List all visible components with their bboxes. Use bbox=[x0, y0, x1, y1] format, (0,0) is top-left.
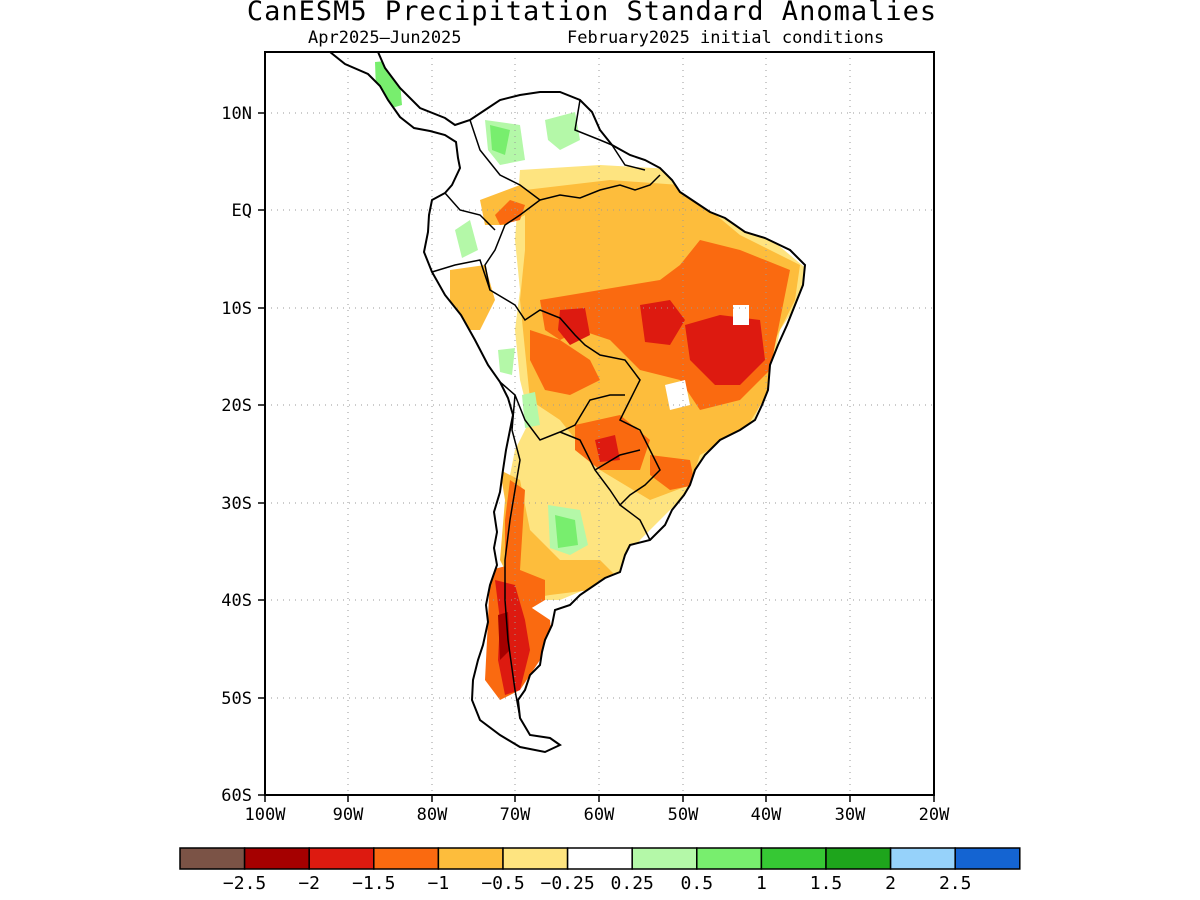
anomaly-field bbox=[330, 52, 805, 752]
lat-label: 10N bbox=[221, 104, 252, 124]
lon-label: 100W bbox=[245, 805, 287, 825]
colorbar-label: −0.5 bbox=[481, 873, 524, 894]
colorbar-box bbox=[631, 847, 698, 870]
lon-label: 90W bbox=[333, 805, 364, 825]
initial-conditions: February2025 initial conditions bbox=[567, 28, 885, 48]
colorbar-box bbox=[308, 847, 375, 870]
lon-label: 80W bbox=[417, 805, 448, 825]
colorbar-label: 1 bbox=[756, 873, 767, 894]
lon-label: 40W bbox=[751, 805, 782, 825]
colorbar-box bbox=[889, 847, 956, 870]
lon-label: 50W bbox=[668, 805, 699, 825]
colorbar bbox=[179, 847, 1021, 870]
lat-label: 40S bbox=[221, 591, 252, 611]
colorbar-box bbox=[502, 847, 569, 870]
colorbar-labels: −2.5 −2 −1.5 −1 −0.5 −0.25 0.25 0.5 1 1.5 2 2.5 bbox=[223, 873, 972, 894]
map-title: CanESM5 Precipitation Standard Anomalies bbox=[246, 0, 938, 27]
colorbar-label: −2.5 bbox=[223, 873, 266, 894]
lat-label: 20S bbox=[221, 396, 252, 416]
colorbar-label: −0.25 bbox=[541, 873, 595, 894]
colorbar-box bbox=[243, 847, 310, 870]
colorbar-label: 2.5 bbox=[939, 873, 972, 894]
colorbar-label: −1.5 bbox=[352, 873, 395, 894]
colorbar-label: 0.25 bbox=[611, 873, 654, 894]
colorbar-box bbox=[954, 847, 1021, 870]
colorbar-label: 1.5 bbox=[810, 873, 843, 894]
axis-ticks bbox=[258, 112, 935, 802]
lon-label: 70W bbox=[500, 805, 531, 825]
colorbar-label: 2 bbox=[885, 873, 896, 894]
lat-label: EQ bbox=[232, 201, 252, 221]
lon-label: 30W bbox=[835, 805, 866, 825]
colorbar-box bbox=[760, 847, 827, 870]
colorbar-box bbox=[696, 847, 763, 870]
colorbar-box bbox=[825, 847, 892, 870]
colorbar-box bbox=[179, 847, 246, 870]
coastline bbox=[329, 52, 807, 754]
colorbar-label: 0.5 bbox=[681, 873, 714, 894]
colorbar-label: −1 bbox=[428, 873, 450, 894]
lat-label: 50S bbox=[221, 689, 252, 709]
colorbar-box bbox=[566, 847, 633, 870]
forecast-period: Apr2025–Jun2025 bbox=[308, 28, 462, 48]
lon-label: 60W bbox=[584, 805, 615, 825]
country-borders bbox=[431, 99, 661, 719]
lat-label: 10S bbox=[221, 299, 252, 319]
lat-label: 30S bbox=[221, 494, 252, 514]
lon-label: 20W bbox=[919, 805, 950, 825]
colorbar-box bbox=[437, 847, 504, 870]
colorbar-box bbox=[373, 847, 440, 870]
lat-label: 60S bbox=[221, 786, 252, 806]
colorbar-label: −2 bbox=[298, 873, 320, 894]
